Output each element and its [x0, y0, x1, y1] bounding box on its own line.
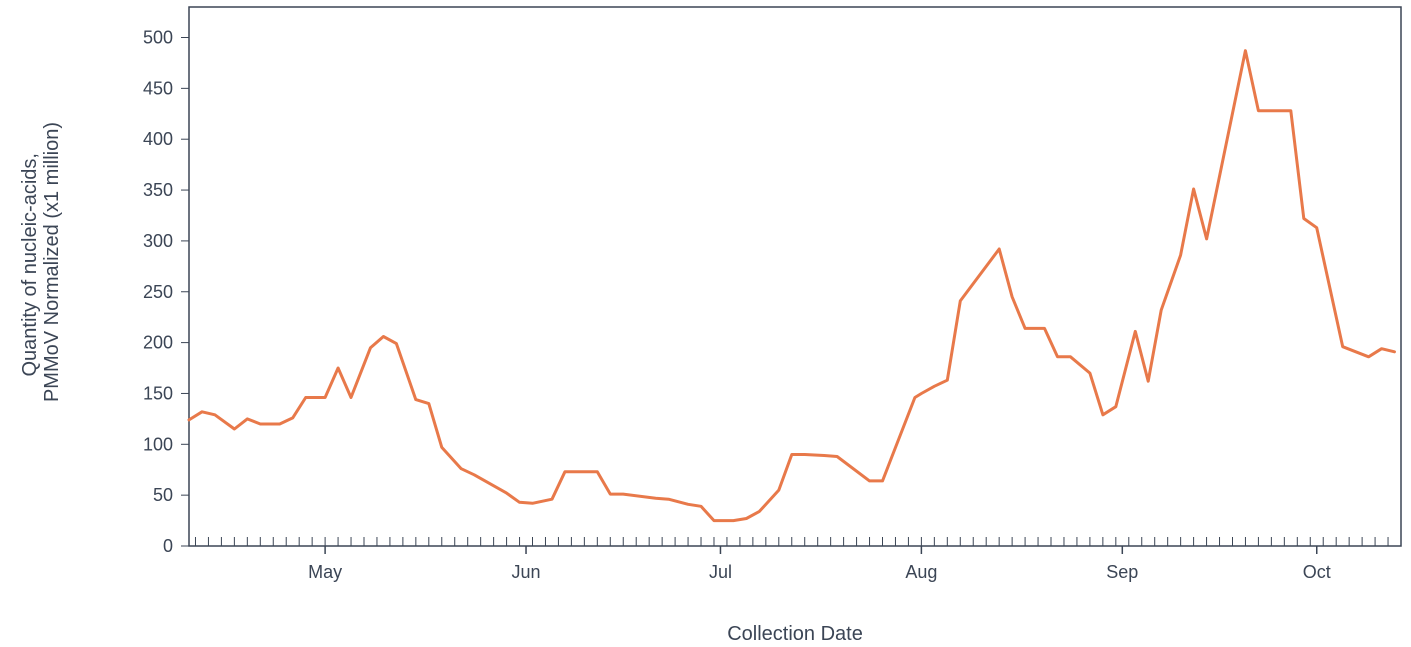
x-tick-label: Sep	[1106, 562, 1138, 582]
y-tick-label: 300	[143, 231, 173, 251]
plot-frame	[188, 6, 1402, 547]
x-tick-label: Jun	[512, 562, 541, 582]
x-axis: May Jun Jul Aug Sep Oct	[308, 546, 1331, 582]
y-tick-label: 100	[143, 434, 173, 454]
y-tick-label: 50	[153, 485, 173, 505]
x-tick-label: Jul	[709, 562, 732, 582]
y-tick-label: 350	[143, 180, 173, 200]
y-tick-label: 450	[143, 78, 173, 98]
series-line	[187, 49, 1396, 523]
x-axis-title: Collection Date	[727, 623, 863, 645]
x-tick-label: May	[308, 562, 342, 582]
y-axis-title-line-1: Quantity of nucleic-acids,	[19, 153, 41, 376]
y-tick-label: 500	[143, 28, 173, 48]
y-tick-label: 200	[143, 333, 173, 353]
y-tick-label: 0	[163, 536, 173, 556]
y-tick-label: 250	[143, 282, 173, 302]
y-tick-label: 150	[143, 383, 173, 403]
y-tick-label: 400	[143, 129, 173, 149]
x-tick-label: Oct	[1303, 562, 1331, 582]
x-tick-label: Aug	[905, 562, 937, 582]
x-minor-ticks	[194, 537, 1389, 546]
y-axis-title: Quantity of nucleic-acids, PMMoV Normali…	[19, 122, 63, 402]
y-axis: 0 50 100 150 200 250 300 350 400 450 500	[143, 28, 189, 556]
y-axis-title-line-2: PMMoV Normalized (x1 million)	[41, 122, 63, 402]
